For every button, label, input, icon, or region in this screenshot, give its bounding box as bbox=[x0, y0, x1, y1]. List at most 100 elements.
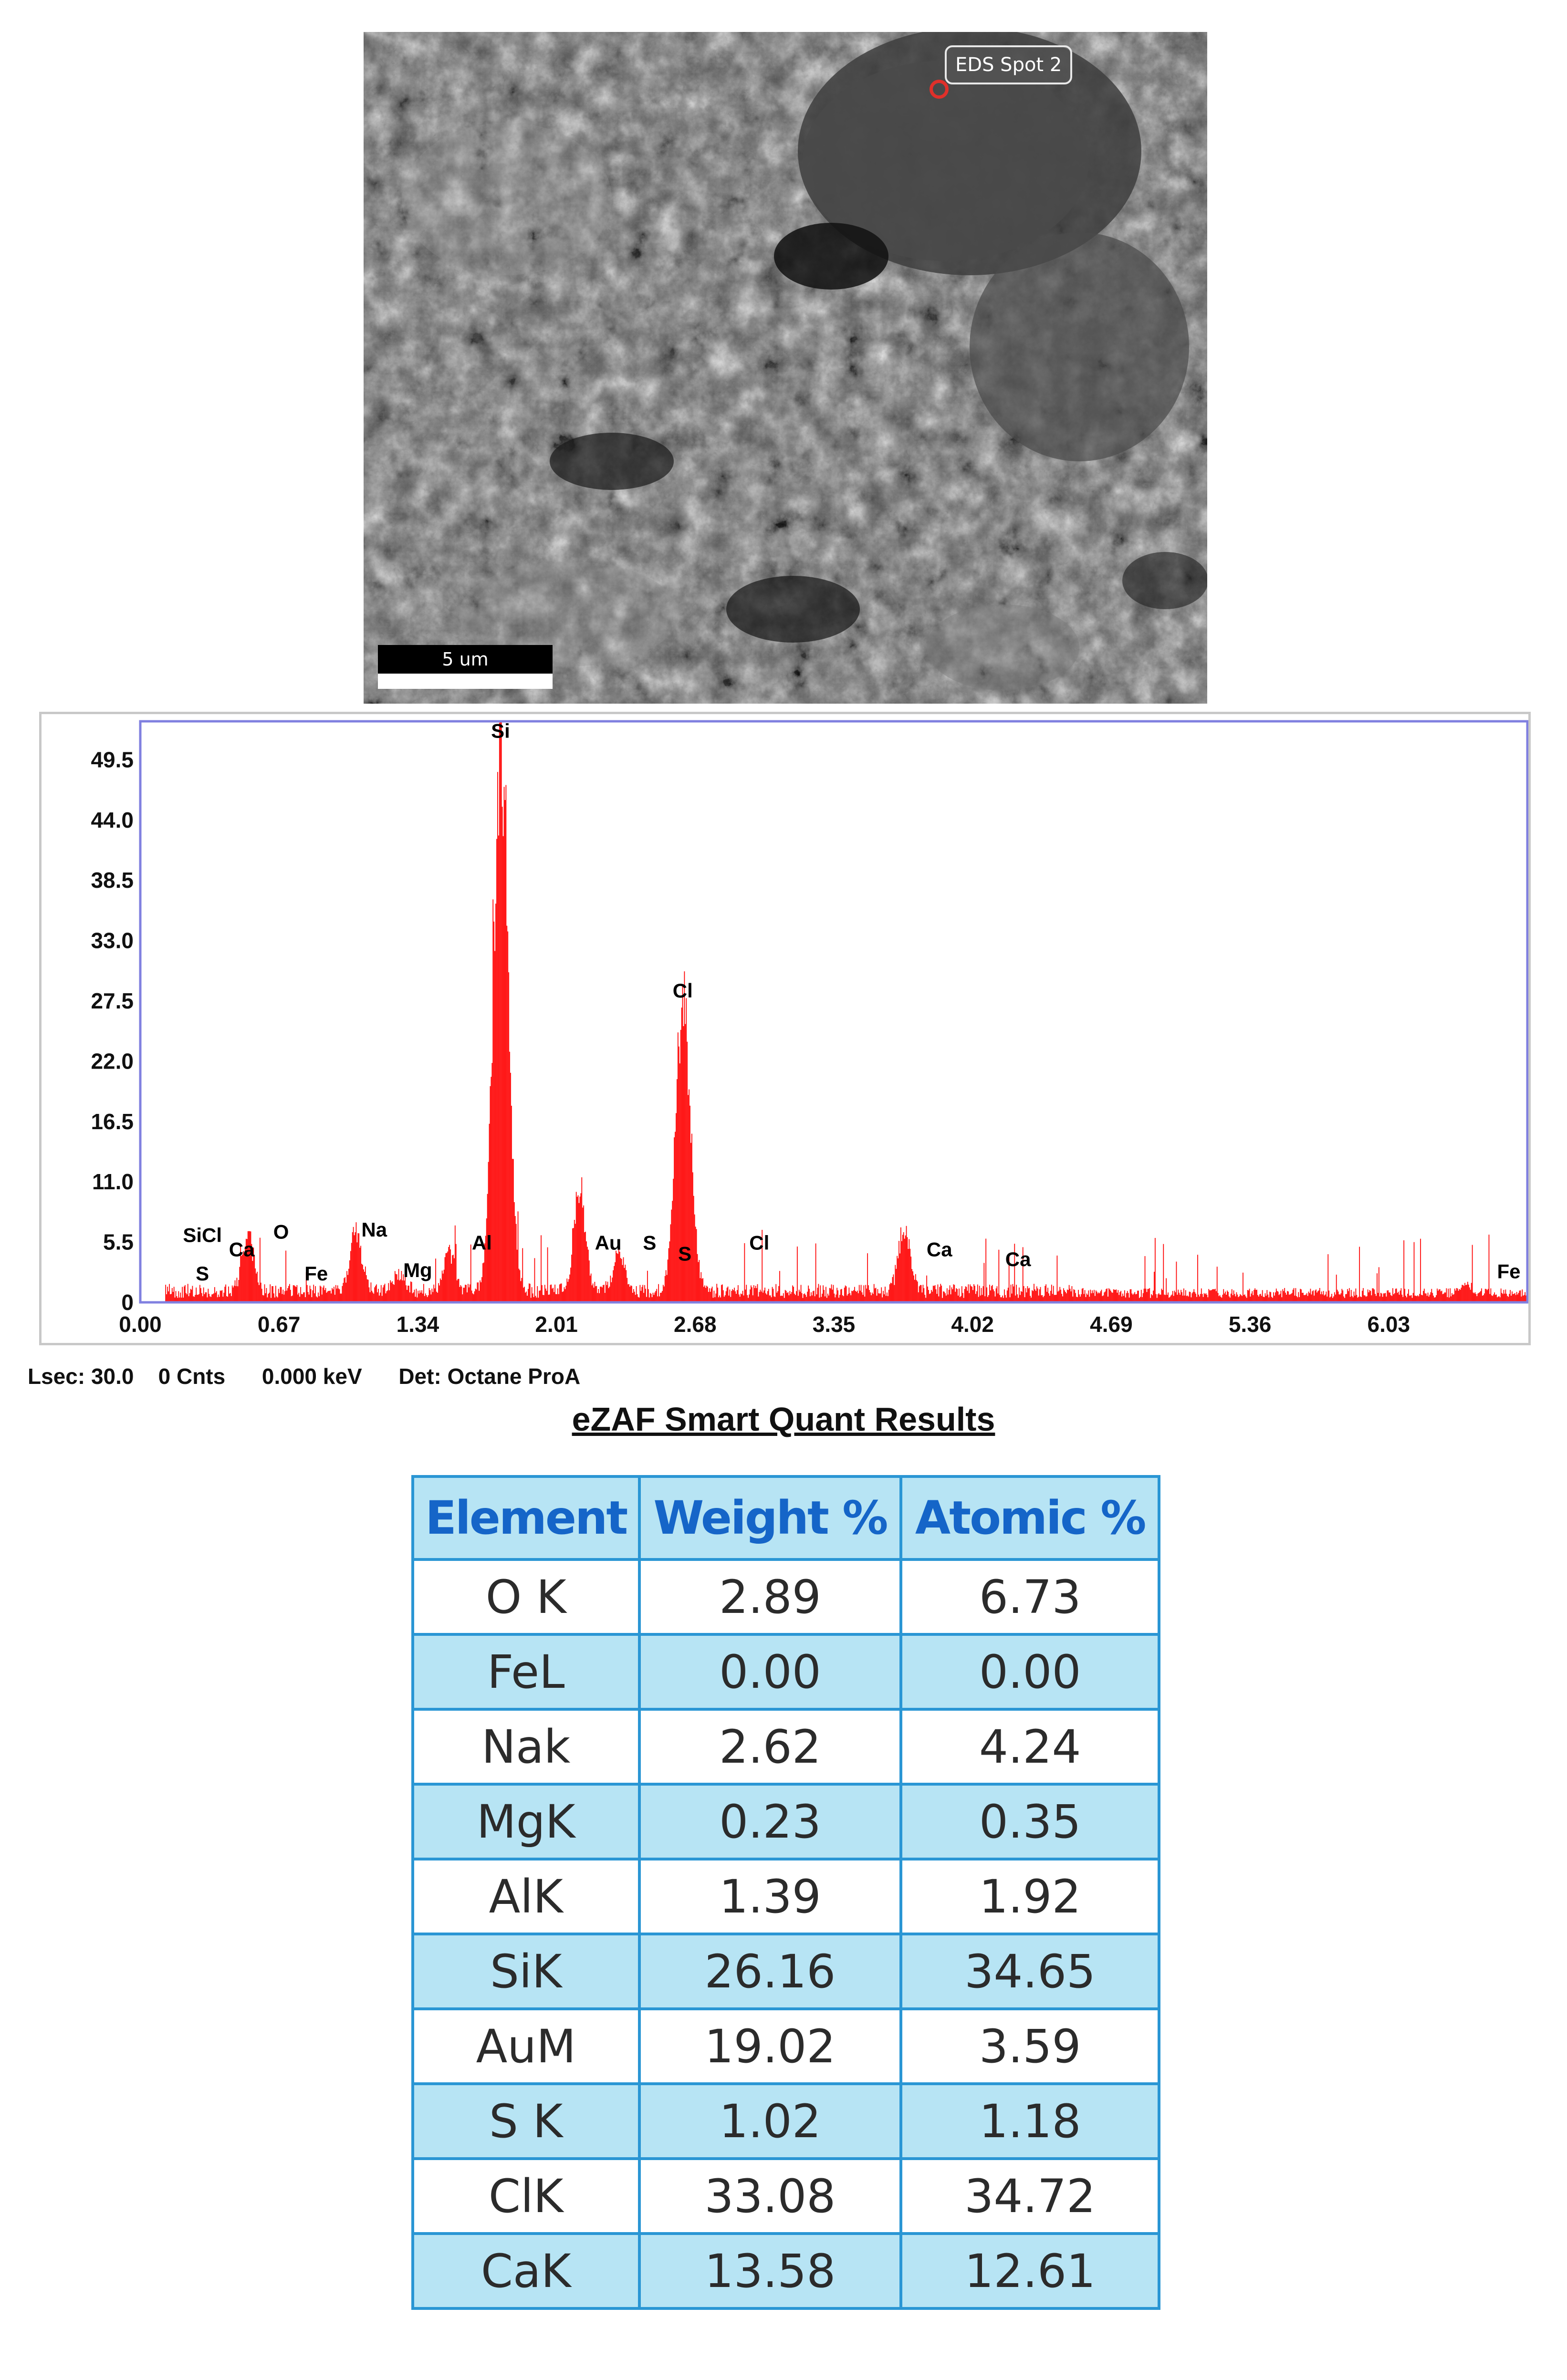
spectrum-bar bbox=[550, 1285, 551, 1302]
spectrum-bar bbox=[1304, 1295, 1305, 1302]
spectrum-bar bbox=[1431, 1289, 1432, 1302]
spectrum-bar bbox=[971, 1286, 972, 1302]
cell-atomic: 0.35 bbox=[900, 1783, 1160, 1860]
spectrum-bar bbox=[993, 1291, 995, 1302]
spectrum-bar bbox=[1510, 1290, 1511, 1302]
spectrum-bar bbox=[1153, 1290, 1154, 1302]
spectrum-bar bbox=[709, 1288, 710, 1302]
spectrum-bar bbox=[1212, 1289, 1213, 1302]
spectrum-bar bbox=[1105, 1291, 1106, 1302]
spectrum-bar bbox=[585, 1231, 586, 1302]
spectrum-bar bbox=[1127, 1291, 1128, 1302]
table-row: ClK 33.08 34.72 bbox=[411, 2157, 1160, 2235]
spectrum-bar bbox=[1379, 1296, 1380, 1302]
spectrum-bar bbox=[407, 1285, 408, 1302]
spectrum-bar bbox=[1477, 1293, 1479, 1302]
spectrum-bar bbox=[618, 1248, 619, 1302]
spectrum-bar bbox=[1145, 1289, 1147, 1302]
spectrum-bar bbox=[879, 1293, 880, 1302]
x-tick-label: 3.35 bbox=[813, 1312, 856, 1337]
spectrum-bar bbox=[336, 1289, 337, 1302]
spectrum-bar bbox=[722, 1290, 724, 1302]
spectrum-bar bbox=[640, 1290, 642, 1302]
spectrum-bar bbox=[439, 1278, 441, 1302]
spectrum-bar bbox=[612, 1278, 613, 1302]
spectrum-bar bbox=[180, 1292, 181, 1302]
spectrum-bar bbox=[1113, 1289, 1114, 1302]
spectrum-bar bbox=[1261, 1296, 1262, 1302]
spectrum-bar bbox=[868, 1285, 869, 1302]
x-tick-labels: 0.00 0.67 1.34 2.01 2.68 3.35 4.02 4.69 5.36 6.03 bbox=[119, 1312, 1410, 1337]
spectrum-bar bbox=[891, 1283, 892, 1302]
spectrum-bar bbox=[335, 1285, 336, 1302]
spectrum-bar bbox=[228, 1286, 229, 1302]
spectrum-bar bbox=[545, 1289, 546, 1302]
spectrum-bar bbox=[1382, 1297, 1383, 1302]
spectrum-bar bbox=[696, 1229, 697, 1302]
spectrum-bar bbox=[614, 1266, 615, 1302]
spectrum-bar bbox=[199, 1285, 200, 1302]
spectrum-bar bbox=[762, 1230, 763, 1302]
spectrum-bar bbox=[279, 1293, 280, 1302]
spectrum-bar bbox=[1228, 1291, 1229, 1302]
spectrum-bar bbox=[677, 1032, 679, 1302]
spectrum-bar bbox=[1192, 1292, 1194, 1302]
spectrum-bar bbox=[418, 1293, 420, 1302]
spectrum-bar bbox=[184, 1286, 185, 1302]
spectrum-bar bbox=[409, 1292, 410, 1302]
spectrum-bar bbox=[370, 1282, 372, 1302]
spectrum-bar bbox=[1274, 1292, 1276, 1302]
spectrum-bar bbox=[253, 1247, 254, 1302]
spectrum-bar bbox=[422, 1293, 423, 1302]
spectrum-bar bbox=[1108, 1288, 1109, 1302]
spectrum-bar bbox=[1394, 1293, 1395, 1302]
cell-element: AlK bbox=[411, 1858, 641, 1935]
spectrum-bar bbox=[1470, 1289, 1471, 1302]
spectrum-bar bbox=[1017, 1294, 1018, 1302]
spectrum-bar bbox=[1282, 1289, 1284, 1302]
spectrum-bar bbox=[1348, 1288, 1350, 1302]
spectrum-bar bbox=[880, 1293, 881, 1302]
x-tick-label: 0.67 bbox=[258, 1312, 301, 1337]
spectrum-bar bbox=[1319, 1288, 1320, 1302]
spectrum-bar bbox=[1288, 1291, 1289, 1302]
spectrum-bar bbox=[1520, 1290, 1521, 1302]
spectrum-bar bbox=[729, 1289, 731, 1302]
spectrum-bar bbox=[230, 1293, 231, 1302]
spectrum-bar bbox=[556, 1294, 557, 1302]
spectrum-bar bbox=[237, 1286, 239, 1302]
spectrum-bar bbox=[1071, 1286, 1073, 1302]
spectrum-bar bbox=[1331, 1294, 1332, 1302]
x-tick-label: 2.68 bbox=[674, 1312, 717, 1337]
spectrum-bar bbox=[1401, 1294, 1403, 1302]
spectrum-bar bbox=[662, 1285, 664, 1302]
spectrum-bar bbox=[747, 1295, 748, 1302]
spectrum-bar bbox=[1330, 1296, 1331, 1302]
y-tick-labels: 05.511.016.522.027.533.038.544.049.5 bbox=[91, 747, 134, 1315]
spectrum-bar bbox=[1287, 1291, 1288, 1302]
spectrum-bar bbox=[1173, 1296, 1174, 1302]
spectrum-bar bbox=[432, 1292, 434, 1302]
spectrum-bar bbox=[540, 1290, 541, 1302]
y-tick-label: 49.5 bbox=[91, 747, 134, 772]
spectrum-bar bbox=[813, 1290, 815, 1302]
spectrum-bar bbox=[353, 1226, 354, 1302]
spectrum-bar bbox=[1506, 1293, 1507, 1302]
spectrum-bar bbox=[1129, 1289, 1131, 1302]
spectrum-bar bbox=[1500, 1288, 1502, 1302]
spectrum-bar bbox=[567, 1281, 569, 1302]
spectrum-bar bbox=[963, 1298, 964, 1302]
spectrum-bar bbox=[444, 1257, 446, 1302]
spectrum-bar bbox=[841, 1289, 842, 1302]
spectrum-panel: 0.00 0.67 1.34 2.01 2.68 3.35 4.02 4.69 5.36 6.03… bbox=[39, 712, 1531, 1345]
spectrum-bar bbox=[1361, 1297, 1362, 1302]
spectrum-bar bbox=[943, 1291, 944, 1302]
spectrum-bar bbox=[582, 1207, 584, 1302]
spectrum-bar bbox=[1154, 1271, 1155, 1302]
spectrum-bar bbox=[481, 1277, 482, 1302]
spectrum-bar bbox=[1037, 1288, 1038, 1302]
spectrum-bar bbox=[587, 1247, 588, 1302]
spectrum-bar bbox=[1006, 1290, 1008, 1302]
spectrum-bar bbox=[1032, 1290, 1033, 1302]
spectrum-bar bbox=[969, 1293, 970, 1302]
